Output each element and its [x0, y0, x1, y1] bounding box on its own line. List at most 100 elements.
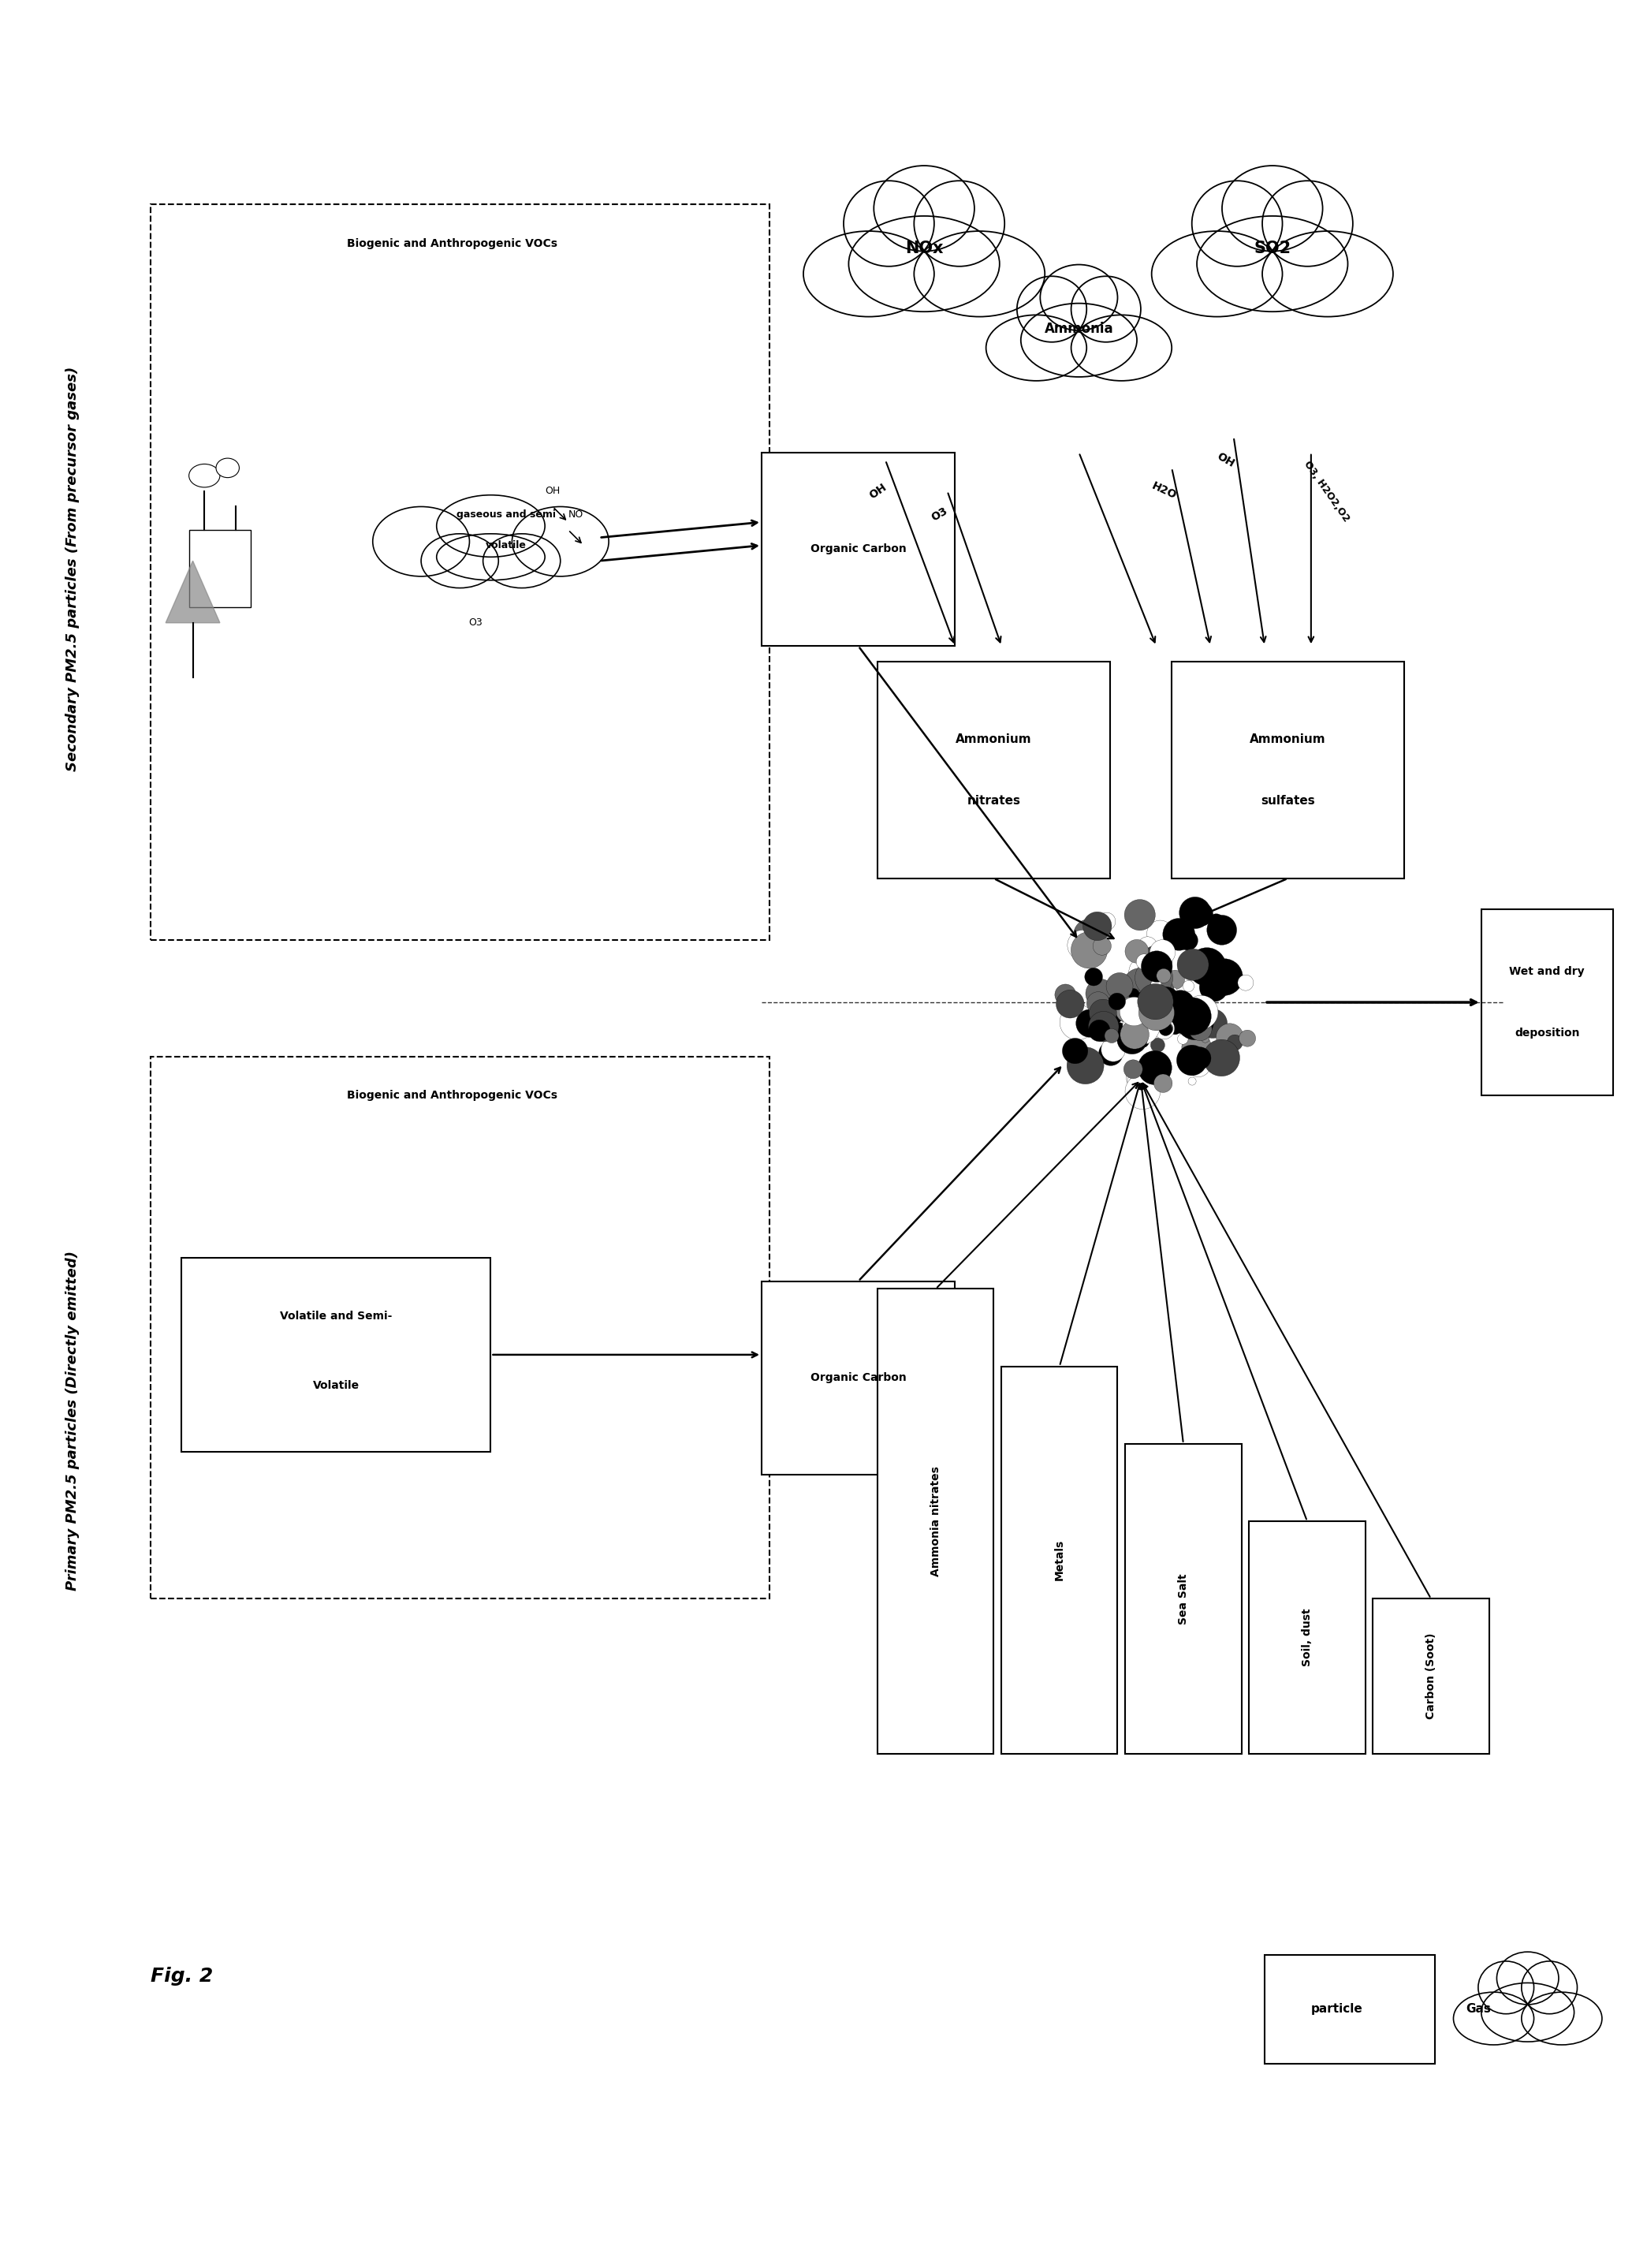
Circle shape — [1201, 1034, 1209, 1043]
Text: Volatile and Semi-: Volatile and Semi- — [280, 1311, 392, 1322]
Circle shape — [1062, 1039, 1089, 1064]
Text: Gas: Gas — [1466, 2003, 1491, 2014]
Ellipse shape — [1197, 215, 1347, 311]
Ellipse shape — [804, 231, 934, 318]
Circle shape — [1179, 896, 1211, 928]
Circle shape — [1239, 1030, 1255, 1046]
Circle shape — [1155, 1018, 1163, 1025]
Circle shape — [1197, 1009, 1227, 1039]
Circle shape — [1128, 989, 1140, 1000]
Polygon shape — [166, 560, 221, 624]
Circle shape — [1056, 989, 1084, 1018]
Ellipse shape — [914, 181, 1005, 265]
Text: deposition: deposition — [1515, 1027, 1579, 1039]
Text: O3: O3 — [929, 506, 950, 524]
Bar — [878, 662, 1110, 878]
Text: Sea Salt: Sea Salt — [1178, 1574, 1189, 1624]
Circle shape — [1156, 968, 1171, 982]
Ellipse shape — [483, 533, 560, 587]
Circle shape — [1123, 1059, 1143, 1080]
Ellipse shape — [1453, 1991, 1533, 2046]
Circle shape — [1150, 939, 1176, 966]
Circle shape — [1155, 996, 1173, 1012]
Circle shape — [1161, 1023, 1173, 1034]
Circle shape — [1141, 950, 1173, 982]
Circle shape — [1085, 968, 1102, 987]
Text: Primary PM2.5 particles (Directly emitted): Primary PM2.5 particles (Directly emitte… — [66, 1250, 81, 1590]
Circle shape — [1166, 971, 1184, 989]
Circle shape — [1113, 1012, 1123, 1021]
Circle shape — [1127, 1073, 1146, 1091]
Text: Ammonia: Ammonia — [1044, 322, 1113, 336]
Text: Organic Carbon: Organic Carbon — [810, 544, 906, 556]
Circle shape — [1085, 980, 1115, 1009]
Circle shape — [1169, 996, 1192, 1021]
Circle shape — [1138, 996, 1174, 1030]
Circle shape — [1127, 998, 1164, 1034]
Circle shape — [1138, 1050, 1171, 1084]
Text: OH: OH — [545, 485, 560, 497]
Circle shape — [1148, 982, 1156, 991]
Ellipse shape — [1497, 1953, 1558, 2005]
Circle shape — [1178, 930, 1197, 950]
Bar — [1125, 1445, 1242, 1753]
Circle shape — [1151, 980, 1161, 989]
Ellipse shape — [1016, 277, 1087, 342]
Circle shape — [1123, 1007, 1159, 1046]
Circle shape — [1148, 989, 1164, 1007]
Circle shape — [1176, 1002, 1214, 1041]
Circle shape — [1187, 1077, 1196, 1084]
Ellipse shape — [1021, 304, 1136, 376]
Circle shape — [1113, 1023, 1125, 1034]
Bar — [1265, 1955, 1435, 2064]
Bar — [1481, 909, 1612, 1095]
Text: Biogenic and Anthropogenic VOCs: Biogenic and Anthropogenic VOCs — [348, 1089, 557, 1100]
Circle shape — [1202, 1039, 1240, 1077]
Ellipse shape — [875, 166, 975, 252]
Ellipse shape — [987, 315, 1087, 381]
Text: sulfates: sulfates — [1260, 796, 1314, 807]
Circle shape — [1176, 1046, 1207, 1075]
Circle shape — [1054, 984, 1075, 1005]
Text: gaseous and semi: gaseous and semi — [456, 510, 557, 519]
Text: OH: OH — [866, 481, 888, 501]
Text: Carbon (Soot): Carbon (Soot) — [1425, 1633, 1436, 1719]
Ellipse shape — [843, 181, 934, 265]
Circle shape — [1099, 1041, 1123, 1066]
Bar — [150, 1057, 769, 1599]
Circle shape — [1183, 980, 1194, 991]
Text: O3, H2O2,O2: O3, H2O2,O2 — [1301, 458, 1351, 524]
Text: Volatile: Volatile — [313, 1381, 359, 1390]
Circle shape — [1117, 1023, 1148, 1055]
Ellipse shape — [1222, 166, 1323, 252]
Bar — [878, 1288, 993, 1753]
Circle shape — [1155, 1075, 1173, 1093]
Circle shape — [1163, 919, 1196, 950]
Text: Biogenic and Anthropogenic VOCs: Biogenic and Anthropogenic VOCs — [348, 238, 557, 249]
Circle shape — [1174, 998, 1211, 1034]
Circle shape — [1094, 937, 1112, 955]
Circle shape — [1155, 978, 1173, 993]
Circle shape — [1102, 1036, 1125, 1061]
Text: Ammonium: Ammonium — [955, 733, 1031, 744]
Circle shape — [1189, 903, 1212, 925]
Circle shape — [1178, 1034, 1187, 1043]
Text: Metals: Metals — [1054, 1540, 1066, 1581]
Text: Ammonia nitrates: Ammonia nitrates — [931, 1465, 940, 1576]
Ellipse shape — [1151, 231, 1283, 318]
Circle shape — [1120, 998, 1148, 1025]
Text: Secondary PM2.5 particles (From precursor gases): Secondary PM2.5 particles (From precurso… — [66, 365, 81, 771]
Circle shape — [1138, 984, 1173, 1021]
Circle shape — [1209, 914, 1224, 930]
Circle shape — [1151, 1039, 1164, 1052]
Ellipse shape — [422, 533, 499, 587]
Circle shape — [1127, 1064, 1151, 1089]
Circle shape — [1169, 1021, 1181, 1034]
Circle shape — [1059, 1005, 1095, 1041]
Circle shape — [1150, 1005, 1173, 1030]
Circle shape — [1159, 1023, 1173, 1036]
Circle shape — [1136, 1034, 1150, 1048]
Bar — [1171, 662, 1403, 878]
Circle shape — [1099, 912, 1115, 930]
Circle shape — [1084, 912, 1112, 941]
